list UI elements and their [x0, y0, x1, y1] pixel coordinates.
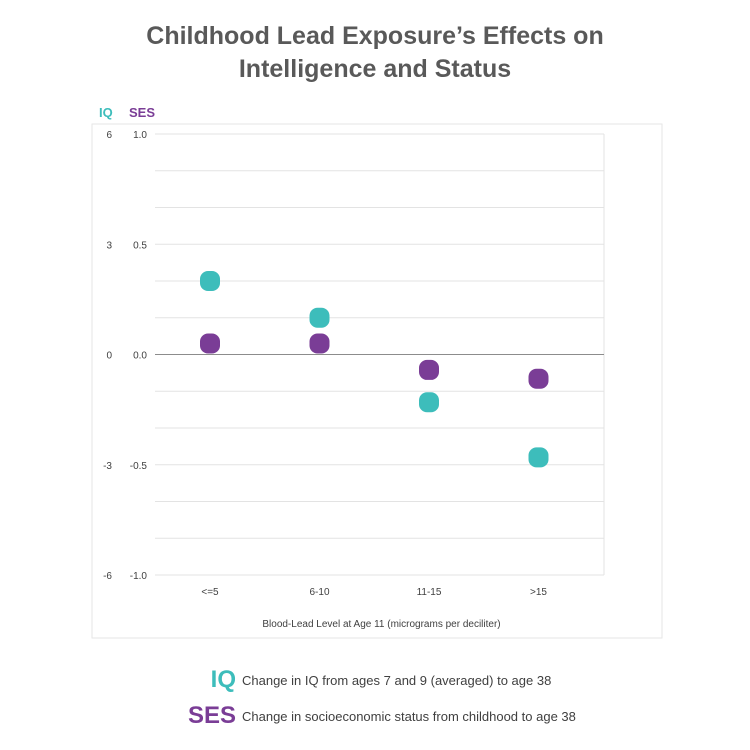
iq-axis-label: IQ — [99, 105, 113, 120]
ses-tick-label: 1.0 — [133, 130, 147, 141]
legend-key-iq: IQ — [210, 666, 236, 693]
x-tick-label: >15 — [530, 587, 547, 598]
iq-point — [528, 447, 549, 468]
ses-point — [528, 368, 549, 389]
ses-tick-label: -0.5 — [130, 461, 148, 472]
legend-text-iq: Change in IQ from ages 7 and 9 (averaged… — [242, 672, 552, 688]
chart-title-line1: Childhood Lead Exposure’s Effects on — [146, 22, 604, 50]
chart-title: Childhood Lead Exposure’s Effects on Int… — [0, 20, 750, 86]
legend-key-ses: SES — [187, 702, 236, 729]
iq-point — [419, 392, 439, 413]
chart-frame — [91, 123, 663, 639]
legend-text-ses: Change in socioeconomic status from chil… — [242, 708, 576, 724]
ses-tick-label: 0.0 — [133, 351, 147, 362]
iq-point — [309, 307, 330, 328]
ses-tick-label: 0.5 — [133, 240, 147, 251]
x-tick-label: <=5 — [201, 587, 219, 598]
x-axis-label: Blood-Lead Level at Age 11 (micrograms p… — [262, 619, 500, 630]
iq-point — [200, 271, 220, 291]
legend-item-ses: SES Change in socioeconomic status from … — [186, 698, 576, 734]
iq-tick-label: 0 — [106, 351, 112, 362]
chart-title-line2: Intelligence and Status — [238, 55, 512, 83]
iq-tick-label: 6 — [106, 130, 112, 141]
iq-tick-label: -3 — [103, 461, 112, 472]
x-tick-label: 11-15 — [417, 587, 442, 598]
iq-tick-label: 3 — [106, 240, 112, 251]
ses-point — [200, 333, 220, 354]
legend-item-iq: IQ Change in IQ from ages 7 and 9 (avera… — [186, 662, 576, 698]
iq-tick-label: -6 — [103, 571, 112, 582]
x-tick-label: 6-10 — [309, 587, 329, 598]
ses-point — [309, 333, 330, 354]
ses-point — [419, 359, 439, 380]
ses-tick-label: -1.0 — [130, 571, 148, 582]
ses-axis-label: SES — [129, 105, 156, 120]
legend: IQ Change in IQ from ages 7 and 9 (avera… — [186, 662, 576, 734]
